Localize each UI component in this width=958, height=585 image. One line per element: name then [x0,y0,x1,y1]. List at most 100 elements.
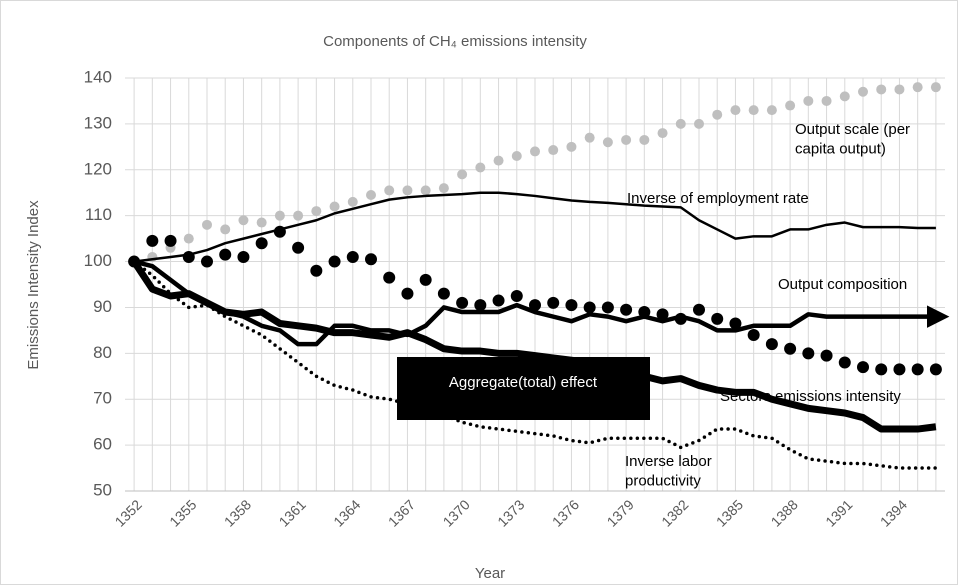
data-point [565,299,578,312]
data-point [420,185,431,196]
data-point [766,105,777,116]
data-point [293,210,304,221]
data-point [220,224,231,235]
data-point [311,206,322,217]
y-tick-label: 60 [93,435,112,454]
data-point [238,215,249,226]
data-point [929,363,942,376]
y-tick-label: 100 [84,251,112,270]
data-point [894,84,905,95]
data-point [765,338,778,351]
data-point [675,118,686,129]
data-point [548,145,559,156]
data-point [912,82,923,93]
data-point [657,128,668,139]
data-point [292,241,305,254]
data-point [802,347,815,360]
series-label: Sectors emissions intensity [720,388,901,405]
data-point [821,95,832,106]
data-point [237,250,250,263]
y-tick-label: 80 [93,343,112,362]
data-point [202,219,212,230]
data-point [711,312,724,325]
data-point [457,169,468,180]
data-point [803,95,814,106]
data-point [747,328,760,341]
data-point [857,361,869,374]
data-point [365,253,377,266]
data-point [146,234,159,247]
series-label: Output scale (per capita output) [795,121,910,158]
data-point [256,217,267,228]
data-point [620,303,633,316]
x-axis-label: Year [475,565,505,582]
data-point [730,105,741,116]
data-point [474,299,487,312]
data-point [566,141,577,152]
data-point [384,185,395,196]
data-point [875,363,888,376]
data-point [638,306,651,319]
data-point [419,273,432,286]
data-point [183,233,194,244]
data-point [511,151,522,162]
data-point [310,264,323,277]
series-label: Inverse labor productivity [625,453,712,490]
data-point [547,296,560,309]
data-point [437,287,450,300]
data-point [839,91,850,102]
data-point [510,289,523,302]
data-point [402,185,413,196]
data-point [383,271,396,284]
data-point [273,225,286,238]
chart-title: Components of CH₄ emissions intensity [323,33,587,50]
data-point [492,294,505,307]
data-point [201,255,213,268]
data-point [401,287,414,300]
data-point [893,363,906,376]
data-point [693,303,705,316]
y-tick-label: 50 [93,480,112,499]
data-point [674,312,687,325]
data-point [621,134,632,145]
series-line [132,259,938,470]
series-line [131,259,937,433]
data-point [602,137,613,148]
data-point [164,234,177,247]
data-point [182,250,195,263]
data-point [438,183,449,194]
data-point [219,248,232,261]
data-point [255,237,268,250]
data-point [584,132,595,143]
y-tick-label: 110 [85,205,112,224]
data-point [712,109,723,120]
data-point [930,82,941,93]
data-point [785,100,796,111]
data-point [656,308,669,321]
y-axis-label: Emissions Intensity Index [25,200,42,370]
series-label: Inverse of employment rate [627,190,809,207]
data-point [820,349,833,362]
data-point [346,250,359,263]
data-point [583,301,596,314]
data-point [601,301,614,314]
data-point [366,190,376,201]
data-point [328,255,341,268]
data-point [911,363,924,376]
series-label: Aggregate(total) effect [449,374,598,391]
data-point [475,162,486,173]
y-tick-label: 120 [84,159,112,178]
data-point [729,317,742,330]
data-point [529,299,541,312]
label-box [397,357,650,420]
y-tick-label: 90 [93,297,112,316]
series-line [133,259,950,347]
data-point [456,296,469,309]
data-point [329,201,340,212]
data-point [493,155,504,166]
y-tick-label: 130 [84,113,112,132]
data-point [838,356,851,369]
y-tick-label: 70 [93,389,112,408]
